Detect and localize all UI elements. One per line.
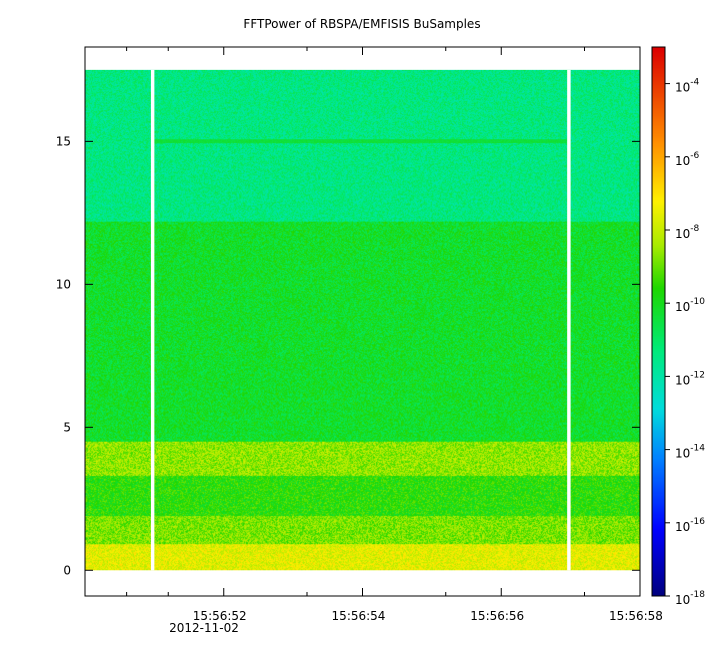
spectrogram-image [85, 69, 640, 571]
y-tick-label: 0 [63, 563, 71, 577]
colorbar-tick-label: 10-10 [675, 297, 705, 314]
data-gap-1 [567, 69, 571, 571]
y-tick-label: 15 [56, 134, 71, 148]
colorbar-gradient [652, 47, 665, 596]
x-axis: 15:56:52 15:56:54 15:56:56 15:56:58 [126, 47, 663, 623]
y-tick-label: 5 [63, 420, 71, 434]
colorbar-tick-label: 10-18 [675, 590, 705, 607]
x-tick-label: 15:56:58 [609, 609, 663, 623]
colorbar-tick-label: 10-12 [675, 370, 705, 387]
colorbar-tick-label: 10-6 [675, 151, 700, 168]
colorbar-ticks: 10-18 10-16 10-14 10-12 10-10 10-8 10-6 10-4 [665, 78, 705, 607]
x-tick-label: 15:56:52 [193, 609, 247, 623]
colorbar-tick-label: 10-4 [675, 78, 700, 95]
colorbar: 10-18 10-16 10-14 10-12 10-10 10-8 10-6 10-4 [651, 46, 705, 607]
x-tick-label: 15:56:54 [332, 609, 386, 623]
x-date-label: 2012-11-02 [169, 621, 239, 635]
colorbar-frame [651, 46, 666, 597]
y-tick-label: 10 [56, 277, 71, 291]
plot-area [84, 46, 641, 597]
y-axis: 0 5 10 15 [56, 134, 640, 577]
x-tick-label: 15:56:56 [470, 609, 524, 623]
data-gaps [150, 69, 571, 571]
colorbar-tick-label: 10-16 [675, 517, 705, 534]
colorbar-tick-label: 10-14 [675, 444, 705, 461]
data-gap-0 [150, 69, 155, 571]
colorbar-tick-label: 10-8 [675, 224, 700, 241]
chart-title: FFTPower of RBSPA/EMFISIS BuSamples [243, 17, 481, 31]
